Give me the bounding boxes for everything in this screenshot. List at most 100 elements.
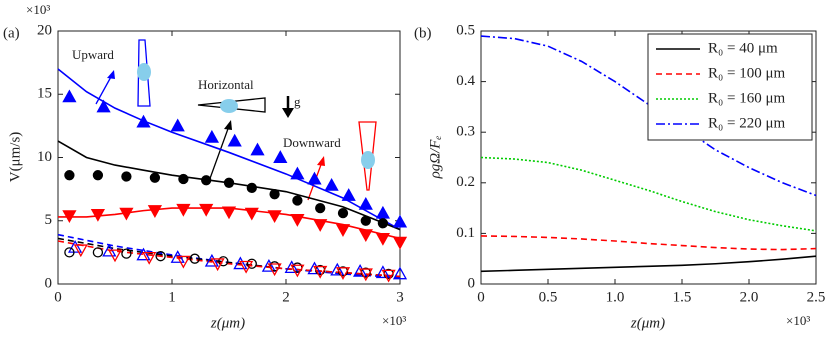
y-tick-label: 0.2 xyxy=(456,174,475,190)
y-multiplier: ×10³ xyxy=(26,2,50,17)
marker xyxy=(204,129,220,143)
marker xyxy=(155,251,166,262)
marker xyxy=(221,206,237,220)
marker xyxy=(246,182,257,194)
legend-label: R₀ = 220 μm xyxy=(708,115,785,131)
marker xyxy=(244,207,259,221)
marker xyxy=(267,263,282,277)
x-tick-label: 2.5 xyxy=(807,289,826,305)
marker xyxy=(73,244,88,258)
y-tick-label: 10 xyxy=(37,149,52,165)
marker xyxy=(67,239,83,253)
y-tick-label: 0 xyxy=(45,275,53,291)
x-tick-label: 0 xyxy=(54,289,62,305)
panel-label: (a) xyxy=(3,25,20,41)
marker xyxy=(121,248,132,259)
marker xyxy=(189,253,200,264)
marker xyxy=(375,233,391,246)
x-multiplier: ×10³ xyxy=(786,313,810,328)
marker xyxy=(307,171,322,185)
marker xyxy=(267,210,282,224)
marker xyxy=(142,251,157,265)
marker xyxy=(227,133,242,147)
y-tick-label: 0.5 xyxy=(456,22,475,38)
series-line xyxy=(480,156,817,232)
marker xyxy=(62,210,77,224)
marker xyxy=(392,236,408,250)
annotation: Upward xyxy=(72,47,114,62)
marker xyxy=(360,215,371,226)
y-tick-label: 15 xyxy=(37,86,52,102)
schematics xyxy=(95,39,377,201)
marker xyxy=(96,99,111,113)
marker xyxy=(261,258,277,272)
legend-label: R₀ = 40 μm xyxy=(708,40,778,56)
x-tick-label: 0 xyxy=(477,289,485,305)
marker xyxy=(62,89,77,103)
marker xyxy=(381,269,396,283)
marker xyxy=(284,260,299,274)
series-line xyxy=(480,235,817,251)
marker xyxy=(315,202,326,214)
marker xyxy=(335,267,351,280)
series-line xyxy=(57,68,401,231)
marker xyxy=(307,261,322,275)
y-tick-label: 0.4 xyxy=(456,73,475,89)
marker xyxy=(149,172,161,183)
marker xyxy=(170,118,185,132)
marker xyxy=(313,265,328,279)
marker xyxy=(358,196,373,210)
marker xyxy=(341,188,356,201)
x-tick-label: 1.0 xyxy=(606,289,625,305)
marker xyxy=(324,177,339,191)
y-tick-label: 5 xyxy=(45,212,53,228)
x-tick-label: 2.0 xyxy=(740,289,759,305)
y-tick-label: 20 xyxy=(37,22,52,38)
x-tick-label: 2 xyxy=(282,289,290,305)
marker xyxy=(90,208,106,222)
marker xyxy=(92,247,104,258)
marker xyxy=(290,264,305,278)
marker xyxy=(218,256,229,267)
marker xyxy=(147,205,163,218)
marker xyxy=(64,170,75,181)
x-multiplier: ×10³ xyxy=(382,313,406,328)
series-line xyxy=(480,255,817,273)
marker xyxy=(121,171,132,182)
y-tick-label: 0.1 xyxy=(456,225,475,241)
x-axis-label: z(μm) xyxy=(630,315,665,331)
marker xyxy=(273,150,288,163)
marker xyxy=(337,208,349,219)
x-axis-label: z(μm) xyxy=(210,315,245,331)
marker xyxy=(375,205,391,219)
marker xyxy=(375,265,391,279)
marker xyxy=(246,258,257,269)
y-axis-label: V(μm/s) xyxy=(7,132,23,183)
marker xyxy=(330,262,345,276)
marker xyxy=(269,189,280,200)
panel-label: (b) xyxy=(414,25,432,41)
marker xyxy=(358,229,373,243)
marker xyxy=(223,177,235,188)
series-line xyxy=(57,240,401,278)
marker xyxy=(250,142,265,156)
marker xyxy=(313,219,328,232)
y-tick-label: 0.3 xyxy=(456,124,475,140)
marker xyxy=(352,264,368,277)
series-line xyxy=(480,35,817,197)
x-tick-label: 1.5 xyxy=(673,289,692,305)
legend-box xyxy=(647,33,813,141)
marker xyxy=(290,166,305,180)
marker xyxy=(92,170,104,181)
marker xyxy=(136,114,151,128)
marker xyxy=(377,218,389,229)
x-tick-label: 3 xyxy=(396,289,404,305)
annotation: Downward xyxy=(283,135,341,150)
marker xyxy=(176,203,191,217)
marker xyxy=(233,256,248,270)
legend-label: R₀ = 100 μm xyxy=(708,65,785,81)
legend-label: R₀ = 160 μm xyxy=(708,90,785,106)
marker xyxy=(392,214,408,228)
marker xyxy=(358,268,373,282)
